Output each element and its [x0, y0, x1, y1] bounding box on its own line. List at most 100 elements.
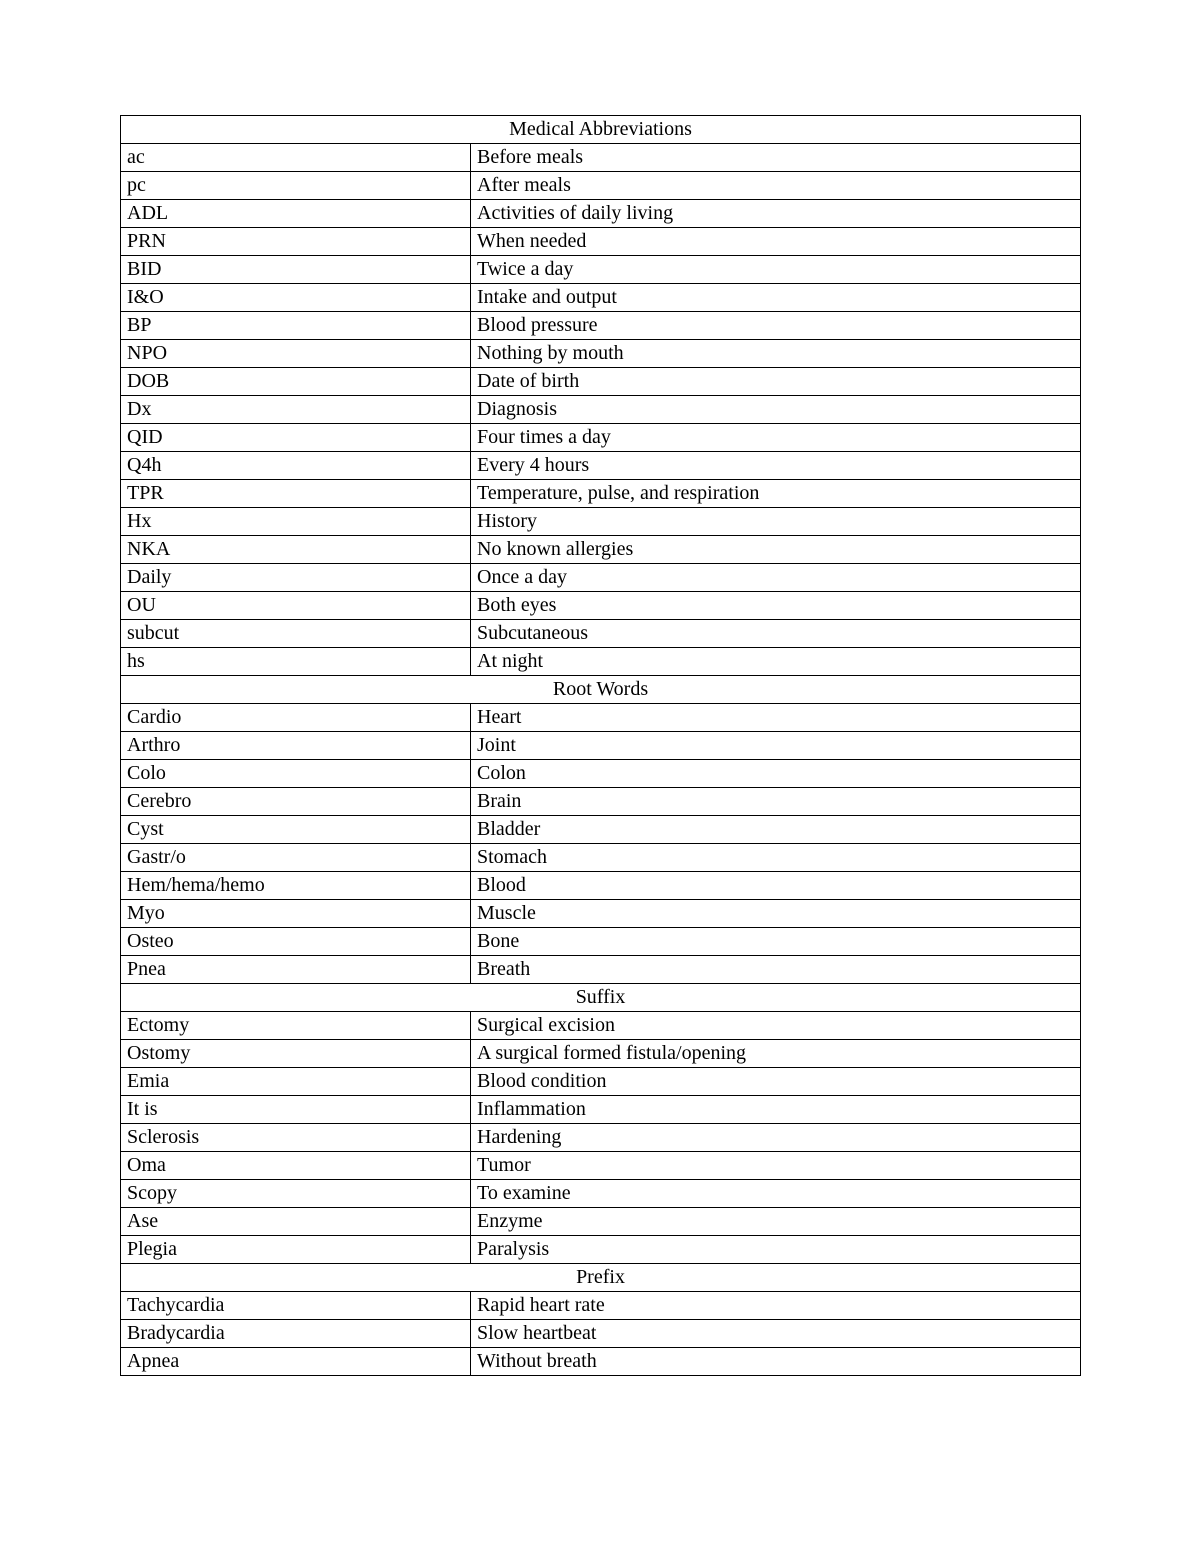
term-cell: Hx: [121, 508, 471, 536]
term-cell: ac: [121, 144, 471, 172]
document-page: Medical AbbreviationsacBefore mealspcAft…: [0, 0, 1200, 1553]
meaning-cell: Activities of daily living: [471, 200, 1081, 228]
meaning-cell: Joint: [471, 732, 1081, 760]
meaning-cell: Inflammation: [471, 1096, 1081, 1124]
term-cell: Oma: [121, 1152, 471, 1180]
meaning-cell: Intake and output: [471, 284, 1081, 312]
term-cell: Dx: [121, 396, 471, 424]
meaning-cell: Stomach: [471, 844, 1081, 872]
table-row: CystBladder: [121, 816, 1081, 844]
table-row: pcAfter meals: [121, 172, 1081, 200]
table-row: ApneaWithout breath: [121, 1348, 1081, 1376]
meaning-cell: Temperature, pulse, and respiration: [471, 480, 1081, 508]
table-row: OUBoth eyes: [121, 592, 1081, 620]
term-cell: DOB: [121, 368, 471, 396]
meaning-cell: Twice a day: [471, 256, 1081, 284]
meaning-cell: A surgical formed fistula/opening: [471, 1040, 1081, 1068]
term-cell: Arthro: [121, 732, 471, 760]
table-row: EctomySurgical excision: [121, 1012, 1081, 1040]
meaning-cell: No known allergies: [471, 536, 1081, 564]
term-cell: hs: [121, 648, 471, 676]
term-cell: BP: [121, 312, 471, 340]
meaning-cell: Blood: [471, 872, 1081, 900]
term-cell: subcut: [121, 620, 471, 648]
table-row: BPBlood pressure: [121, 312, 1081, 340]
meaning-cell: Once a day: [471, 564, 1081, 592]
table-row: NPONothing by mouth: [121, 340, 1081, 368]
term-cell: Q4h: [121, 452, 471, 480]
meaning-cell: History: [471, 508, 1081, 536]
term-cell: QID: [121, 424, 471, 452]
term-cell: Cyst: [121, 816, 471, 844]
meaning-cell: Nothing by mouth: [471, 340, 1081, 368]
meaning-cell: Colon: [471, 760, 1081, 788]
term-cell: Bradycardia: [121, 1320, 471, 1348]
meaning-cell: Both eyes: [471, 592, 1081, 620]
table-row: DxDiagnosis: [121, 396, 1081, 424]
meaning-cell: Heart: [471, 704, 1081, 732]
meaning-cell: Brain: [471, 788, 1081, 816]
meaning-cell: Diagnosis: [471, 396, 1081, 424]
table-row: Q4hEvery 4 hours: [121, 452, 1081, 480]
term-cell: Sclerosis: [121, 1124, 471, 1152]
table-row: ADLActivities of daily living: [121, 200, 1081, 228]
meaning-cell: Blood condition: [471, 1068, 1081, 1096]
table-row: CardioHeart: [121, 704, 1081, 732]
table-row: I&OIntake and output: [121, 284, 1081, 312]
table-row: PneaBreath: [121, 956, 1081, 984]
table-row: BradycardiaSlow heartbeat: [121, 1320, 1081, 1348]
section-title: Medical Abbreviations: [121, 116, 1081, 144]
term-cell: Scopy: [121, 1180, 471, 1208]
term-cell: Plegia: [121, 1236, 471, 1264]
term-cell: Emia: [121, 1068, 471, 1096]
table-row: EmiaBlood condition: [121, 1068, 1081, 1096]
term-cell: Pnea: [121, 956, 471, 984]
table-row: OmaTumor: [121, 1152, 1081, 1180]
table-row: HxHistory: [121, 508, 1081, 536]
table-row: acBefore meals: [121, 144, 1081, 172]
term-cell: Colo: [121, 760, 471, 788]
meaning-cell: Enzyme: [471, 1208, 1081, 1236]
table-row: hsAt night: [121, 648, 1081, 676]
table-row: AseEnzyme: [121, 1208, 1081, 1236]
table-row: OsteoBone: [121, 928, 1081, 956]
term-cell: Ostomy: [121, 1040, 471, 1068]
term-cell: TPR: [121, 480, 471, 508]
term-cell: Cardio: [121, 704, 471, 732]
table-row: CerebroBrain: [121, 788, 1081, 816]
term-cell: ADL: [121, 200, 471, 228]
table-row: It isInflammation: [121, 1096, 1081, 1124]
term-cell: pc: [121, 172, 471, 200]
meaning-cell: When needed: [471, 228, 1081, 256]
meaning-cell: After meals: [471, 172, 1081, 200]
term-cell: Ase: [121, 1208, 471, 1236]
meaning-cell: Bone: [471, 928, 1081, 956]
table-row: DOBDate of birth: [121, 368, 1081, 396]
term-cell: NPO: [121, 340, 471, 368]
table-row: MyoMuscle: [121, 900, 1081, 928]
section-header-row: Medical Abbreviations: [121, 116, 1081, 144]
table-row: TachycardiaRapid heart rate: [121, 1292, 1081, 1320]
meaning-cell: Subcutaneous: [471, 620, 1081, 648]
table-row: PRNWhen needed: [121, 228, 1081, 256]
table-row: Hem/hema/hemoBlood: [121, 872, 1081, 900]
table-row: ColoColon: [121, 760, 1081, 788]
meaning-cell: Before meals: [471, 144, 1081, 172]
table-row: TPRTemperature, pulse, and respiration: [121, 480, 1081, 508]
meaning-cell: Surgical excision: [471, 1012, 1081, 1040]
term-cell: OU: [121, 592, 471, 620]
meaning-cell: Paralysis: [471, 1236, 1081, 1264]
meaning-cell: Breath: [471, 956, 1081, 984]
table-row: DailyOnce a day: [121, 564, 1081, 592]
term-cell: Cerebro: [121, 788, 471, 816]
term-cell: PRN: [121, 228, 471, 256]
table-row: NKANo known allergies: [121, 536, 1081, 564]
table-row: BIDTwice a day: [121, 256, 1081, 284]
meaning-cell: At night: [471, 648, 1081, 676]
table-row: subcutSubcutaneous: [121, 620, 1081, 648]
table-row: Gastr/oStomach: [121, 844, 1081, 872]
meaning-cell: Four times a day: [471, 424, 1081, 452]
table-row: QIDFour times a day: [121, 424, 1081, 452]
term-cell: Apnea: [121, 1348, 471, 1376]
meaning-cell: Slow heartbeat: [471, 1320, 1081, 1348]
